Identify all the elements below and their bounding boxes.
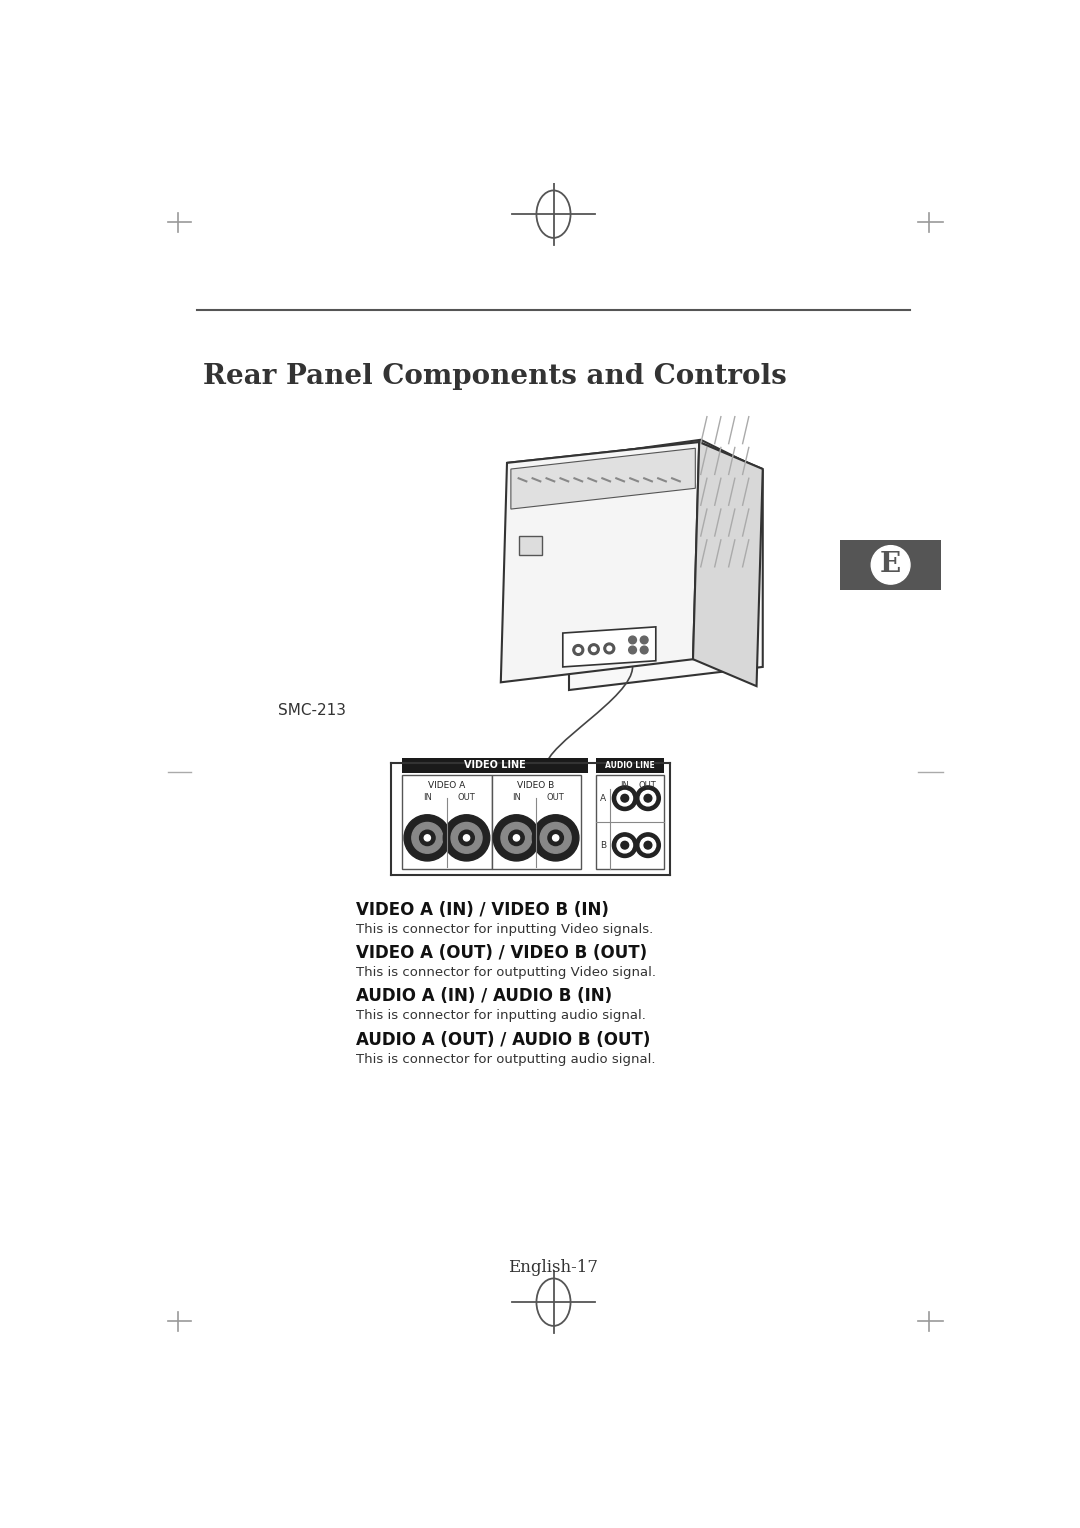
Circle shape <box>612 833 637 857</box>
Circle shape <box>621 842 629 850</box>
FancyBboxPatch shape <box>403 758 589 773</box>
Text: OUT: OUT <box>458 793 475 802</box>
FancyBboxPatch shape <box>840 539 941 590</box>
FancyBboxPatch shape <box>518 536 542 555</box>
Text: IN: IN <box>512 793 521 802</box>
Circle shape <box>617 837 633 853</box>
Text: VIDEO A (IN) / VIDEO B (IN): VIDEO A (IN) / VIDEO B (IN) <box>356 902 609 918</box>
Circle shape <box>424 834 431 840</box>
Text: VIDEO LINE: VIDEO LINE <box>464 761 526 770</box>
Polygon shape <box>511 448 696 509</box>
FancyBboxPatch shape <box>596 758 664 773</box>
Circle shape <box>404 814 450 860</box>
Text: OUT: OUT <box>546 793 565 802</box>
Circle shape <box>540 822 571 853</box>
Circle shape <box>419 830 435 845</box>
Polygon shape <box>693 442 762 686</box>
FancyBboxPatch shape <box>596 775 664 868</box>
Circle shape <box>589 643 599 654</box>
FancyBboxPatch shape <box>491 775 581 868</box>
Circle shape <box>640 636 648 643</box>
Text: This is connector for inputting Video signals.: This is connector for inputting Video si… <box>356 923 653 935</box>
Circle shape <box>501 822 532 853</box>
Text: SMC-213: SMC-213 <box>279 703 347 718</box>
Circle shape <box>629 646 636 654</box>
Circle shape <box>872 545 910 584</box>
Circle shape <box>459 830 474 845</box>
Circle shape <box>553 834 558 840</box>
Circle shape <box>513 834 519 840</box>
Text: This is connector for inputting audio signal.: This is connector for inputting audio si… <box>356 1008 646 1022</box>
Polygon shape <box>501 442 699 683</box>
Text: E: E <box>880 552 901 579</box>
Circle shape <box>644 842 652 850</box>
Circle shape <box>640 646 648 654</box>
Text: AUDIO A (OUT) / AUDIO B (OUT): AUDIO A (OUT) / AUDIO B (OUT) <box>356 1031 650 1050</box>
Text: This is connector for outputting Video signal.: This is connector for outputting Video s… <box>356 966 656 978</box>
Text: AUDIO A (IN) / AUDIO B (IN): AUDIO A (IN) / AUDIO B (IN) <box>356 987 612 1005</box>
Polygon shape <box>507 442 762 490</box>
Circle shape <box>548 830 564 845</box>
Circle shape <box>494 814 540 860</box>
Circle shape <box>572 645 583 656</box>
Circle shape <box>612 785 637 810</box>
Text: VIDEO A (OUT) / VIDEO B (OUT): VIDEO A (OUT) / VIDEO B (OUT) <box>356 944 647 963</box>
Text: Rear Panel Components and Controls: Rear Panel Components and Controls <box>203 362 787 390</box>
Polygon shape <box>569 471 762 691</box>
Circle shape <box>451 822 482 853</box>
Text: AUDIO LINE: AUDIO LINE <box>606 761 656 770</box>
Circle shape <box>635 785 660 810</box>
Circle shape <box>629 636 636 643</box>
FancyBboxPatch shape <box>403 775 491 868</box>
Text: IN: IN <box>620 781 630 790</box>
Circle shape <box>621 795 629 802</box>
Text: A: A <box>600 793 606 802</box>
Circle shape <box>592 646 596 651</box>
Text: VIDEO B: VIDEO B <box>517 781 555 790</box>
Circle shape <box>411 822 443 853</box>
Text: B: B <box>600 840 606 850</box>
Circle shape <box>604 643 615 654</box>
Text: English-17: English-17 <box>509 1259 598 1276</box>
Circle shape <box>463 834 470 840</box>
Circle shape <box>443 814 490 860</box>
Circle shape <box>576 648 581 652</box>
Polygon shape <box>507 440 762 498</box>
Circle shape <box>607 646 611 651</box>
Circle shape <box>635 833 660 857</box>
Text: VIDEO A: VIDEO A <box>429 781 465 790</box>
Text: IN: IN <box>423 793 432 802</box>
Text: OUT: OUT <box>638 781 657 790</box>
Circle shape <box>532 814 579 860</box>
Circle shape <box>640 837 656 853</box>
Polygon shape <box>563 626 656 666</box>
Text: This is connector for outputting audio signal.: This is connector for outputting audio s… <box>356 1053 656 1065</box>
Circle shape <box>617 790 633 805</box>
Circle shape <box>644 795 652 802</box>
Circle shape <box>640 790 656 805</box>
Circle shape <box>509 830 524 845</box>
